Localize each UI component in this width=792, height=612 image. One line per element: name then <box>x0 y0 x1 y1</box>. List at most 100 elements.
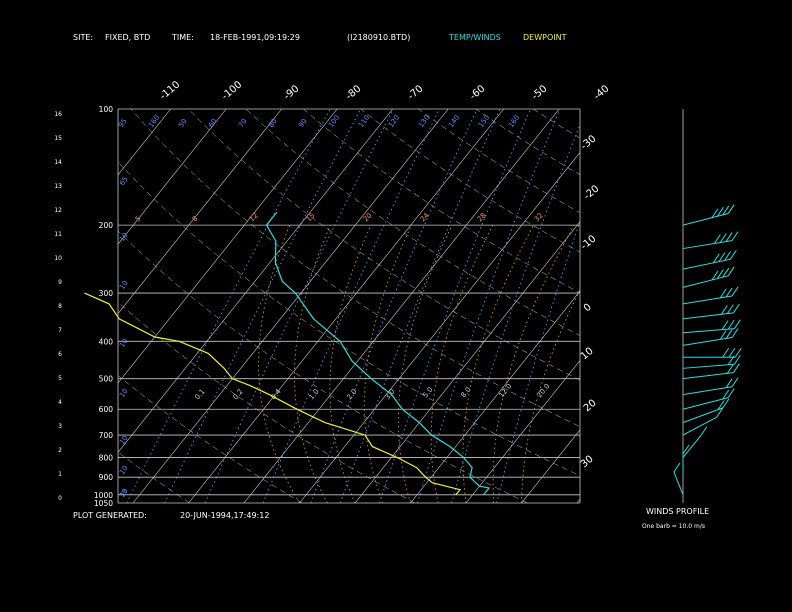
pressure-tick-label: 400 <box>99 337 114 346</box>
wind-barb-flag <box>731 231 739 241</box>
wind-barb-flag <box>725 287 733 298</box>
isotherm-line <box>243 109 560 503</box>
mixing-ratio-line <box>262 109 440 503</box>
height-tick-label: 8 <box>58 303 62 310</box>
wind-barb-flag <box>729 250 737 260</box>
wind-barb-flag <box>724 251 732 261</box>
time-value: 18-FEB-1991,09:19:29 <box>210 33 300 42</box>
height-tick-label: 15 <box>54 135 62 142</box>
dry-adiabat-line <box>118 375 303 503</box>
height-tick-label: 12 <box>54 207 62 214</box>
mixing-ratio-label: 0.1 <box>193 388 206 402</box>
file-value: (I2180910.BTD) <box>347 33 411 42</box>
left-theta-label: 10 <box>118 279 130 291</box>
height-tick-label: 14 <box>54 159 62 166</box>
mixing-ratio-label: 5.0 <box>421 386 434 400</box>
wind-barb-flag <box>726 364 734 374</box>
height-tick-label: 16 <box>54 111 62 118</box>
site-value: FIXED, BTD <box>105 33 151 42</box>
top-temp-label: -80 <box>344 83 364 102</box>
top-theta-label: 100 <box>327 114 341 130</box>
pressure-tick-label: 1050 <box>94 499 113 508</box>
legend-temp-winds: TEMP/WINDS <box>449 33 501 42</box>
barb-note: One barb = 10.0 m/s <box>642 523 705 530</box>
right-temp-label: 0 <box>582 302 594 315</box>
isotherm-line <box>465 360 580 503</box>
mixing-ratio-label: 8.0 <box>459 386 472 400</box>
left-theta-label: 35 <box>118 487 130 499</box>
wind-barb-shaft <box>682 213 729 226</box>
top-theta-label: 140 <box>447 114 461 130</box>
height-tick-label: 9 <box>58 279 62 286</box>
theta-e-label: 5 <box>134 215 143 224</box>
height-tick-label: 3 <box>58 423 62 430</box>
dry-adiabat-line <box>475 109 580 175</box>
isotherm-line <box>118 109 338 384</box>
theta-e-label: 28 <box>476 211 488 223</box>
top-theta-label: 60 <box>207 117 219 129</box>
right-temp-label: -20 <box>582 183 602 202</box>
wind-barb-flag <box>733 355 741 365</box>
right-temp-label: 30 <box>579 454 596 471</box>
mixing-ratio-line <box>339 109 501 503</box>
wind-barb-flag <box>726 304 734 314</box>
right-temp-label: -10 <box>579 233 599 252</box>
wind-barb-flag <box>717 400 725 410</box>
top-theta-label: 160 <box>507 114 521 130</box>
right-temp-label: 10 <box>579 346 596 363</box>
wind-barb-flag <box>719 288 727 299</box>
wind-barb-shaft <box>682 416 717 436</box>
wind-barb-shaft <box>682 295 733 305</box>
wind-barb-flag <box>712 253 720 264</box>
pressure-tick-label: 700 <box>99 431 114 440</box>
wind-barb-shaft <box>682 275 729 288</box>
wind-barb-flag <box>722 389 730 400</box>
wind-barb-flag <box>728 347 736 358</box>
top-theta-label: 160 <box>147 114 161 130</box>
pressure-tick-label: 800 <box>99 453 114 462</box>
wind-barb-flag <box>725 329 733 339</box>
dry-adiabat-line <box>188 109 580 381</box>
height-tick-label: 5 <box>58 375 62 382</box>
wind-barb-shaft <box>682 240 733 250</box>
mixing-ratio-line <box>204 109 394 503</box>
plot-generated-label: PLOT GENERATED: <box>73 511 147 520</box>
wind-barb-flag <box>733 303 740 314</box>
top-temp-label: -100 <box>220 79 244 102</box>
moist-adiabat-line <box>492 224 575 503</box>
isotherm-line <box>576 498 580 503</box>
wind-barb-shaft <box>682 407 724 424</box>
isotherm-line <box>188 109 504 503</box>
height-tick-label: 7 <box>58 327 62 334</box>
moist-adiabat-line <box>521 288 580 503</box>
mixing-ratio-line <box>310 109 478 503</box>
left-theta-label: 10 <box>118 387 130 399</box>
isotherm-line <box>410 290 580 503</box>
right-temp-label: 20 <box>582 398 599 415</box>
wind-barb-flag <box>725 232 733 242</box>
wind-barb-flag <box>716 207 724 217</box>
theta-e-label: 8 <box>191 215 200 224</box>
moist-adiabat-line <box>258 224 300 503</box>
wind-barb-shaft <box>682 386 733 396</box>
wind-barb-flag <box>721 320 729 330</box>
left-theta-label: 10 <box>118 231 130 243</box>
wind-barb-shaft <box>682 372 734 380</box>
height-tick-label: 4 <box>58 399 62 406</box>
dry-adiabat-line <box>245 109 580 336</box>
top-theta-label: 50 <box>177 117 189 129</box>
wind-barb-flag <box>719 233 727 243</box>
top-temp-label: -40 <box>592 83 612 102</box>
wind-barb-shaft <box>682 397 729 410</box>
moist-adiabat-line <box>294 224 331 503</box>
wind-barb-flag <box>718 252 726 262</box>
wind-barb-flag <box>719 330 727 340</box>
dewpoint-profile-line <box>84 292 462 496</box>
wind-barb-flag <box>722 267 730 278</box>
wind-barb-flag <box>682 444 690 455</box>
time-label: TIME: <box>172 33 194 42</box>
wind-barb-flag <box>700 426 708 436</box>
moist-adiabat-line <box>430 224 494 503</box>
legend-dewpoint: DEWPOINT <box>523 33 567 42</box>
temperature-profile-line <box>265 211 491 496</box>
